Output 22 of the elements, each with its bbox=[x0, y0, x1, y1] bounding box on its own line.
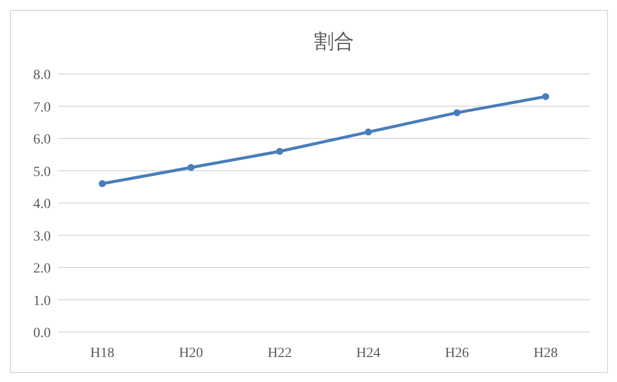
x-tick-label: H22 bbox=[268, 346, 292, 361]
y-tick-label: 6.0 bbox=[33, 132, 51, 148]
y-tick-label: 1.0 bbox=[33, 294, 51, 309]
point bbox=[276, 148, 284, 155]
point bbox=[454, 109, 460, 116]
point bbox=[188, 164, 194, 172]
x-tick-label: H20 bbox=[178, 346, 204, 361]
y-tick-label: 5.0 bbox=[33, 164, 51, 180]
point bbox=[98, 180, 106, 188]
y-tick-label: 2.0 bbox=[33, 262, 51, 276]
x-tick-label: H24 bbox=[356, 346, 380, 361]
y-tick-label: 0.0 bbox=[33, 326, 51, 341]
x-tick-label: H26 bbox=[444, 346, 470, 361]
y-tick-label: 4.0 bbox=[33, 197, 51, 212]
point bbox=[364, 128, 372, 136]
x-tick-label: H28 bbox=[534, 346, 558, 361]
y-tick-label: 7.0 bbox=[33, 100, 51, 116]
y-tick-label: 8.0 bbox=[33, 68, 51, 83]
point bbox=[542, 93, 550, 100]
x-tick-label: H18 bbox=[90, 346, 114, 361]
y-tick-label: 3.0 bbox=[33, 229, 51, 244]
chart-title: 割合 bbox=[314, 29, 354, 53]
